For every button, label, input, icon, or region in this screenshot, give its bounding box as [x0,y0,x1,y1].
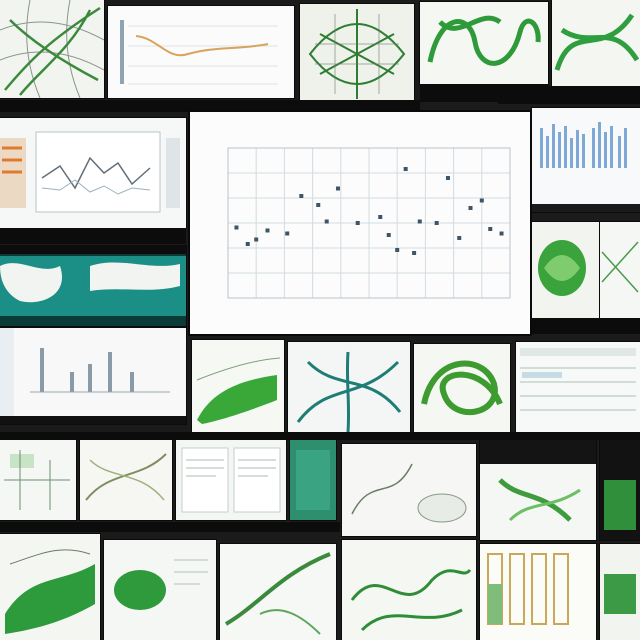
vein-network-illustration [0,0,104,98]
green-mesh-illustration [300,4,414,104]
teal-map-illustration [0,246,186,326]
thumbnail-green-blob[interactable] [104,540,216,640]
thumbnail-dark-panel[interactable] [600,440,640,540]
scatter-point [355,221,360,225]
scatter-chart-plot [227,147,511,299]
green-drape-illustration [0,534,100,640]
thumbnail-wire-diagram[interactable] [600,222,640,318]
line-chart-illustration [108,6,294,98]
document-pages-illustration [176,440,286,520]
scatter-point [468,206,473,210]
scatter-point [403,167,408,171]
thumbnail-green-contour[interactable] [192,340,284,432]
scatter-point [324,219,329,224]
scatter-point [299,194,304,198]
sketch-diagram-illustration [342,444,476,536]
thumbnail-green-swirl[interactable] [552,0,640,86]
thumbnail-bar-chart-gray[interactable] [0,328,186,424]
scatter-chart-panel[interactable] [190,112,530,334]
green-contour-illustration [192,340,284,432]
row-caption-strip-4 [0,432,640,440]
row-caption-strip-2 [0,228,186,244]
scatter-point [499,231,504,236]
thumbnail-vein-network[interactable] [0,0,104,98]
row-caption-strip-3 [532,318,640,334]
teal-veins-illustration [288,342,410,438]
teal-block-illustration [290,440,336,520]
green-loops-illustration [420,2,548,84]
thumbnail-green-vines[interactable] [342,540,476,640]
thumbnail-multi-line-chart[interactable] [0,118,186,228]
green-knot-illustration [414,344,510,436]
scatter-point [254,237,259,242]
scatter-point [445,176,450,180]
thumbnail-headline-card[interactable] [480,440,596,540]
thumbnail-schematic-2[interactable] [80,440,172,520]
row-caption-strip-5 [0,522,340,532]
multi-line-chart-illustration [0,118,186,228]
scatter-point [378,215,383,219]
scatter-point [335,186,340,191]
headline-card-illustration [480,440,596,540]
green-vines-illustration [342,540,476,640]
green-branch-illustration [220,544,336,640]
scatter-point [395,248,400,252]
scatter-point [285,231,290,236]
thumbnail-caption-bar-2 [498,86,640,104]
green-swirl-illustration [552,0,640,86]
blue-bar-chart-illustration [532,108,640,212]
scatter-point [316,203,321,207]
thumbnail-green-drape[interactable] [0,534,100,640]
thumbnail-teal-block[interactable] [290,440,336,520]
column-panels-illustration [480,544,596,640]
scatter-point [479,198,484,203]
thumbnail-line-chart[interactable] [108,6,294,98]
thumbnail-green-loops[interactable] [420,2,548,84]
thumbnail-column-panels[interactable] [480,544,596,640]
thumbnail-table-panel[interactable] [516,342,640,432]
dark-panel-illustration [600,440,640,540]
thumbnail-bar-chart-blue[interactable] [532,108,640,212]
thumbnail-green-mesh[interactable] [300,4,414,104]
thumbnail-green-branch[interactable] [220,544,336,640]
schematic-1-illustration [0,440,76,520]
scatter-point [417,219,422,224]
thumbnail-teal-map[interactable] [0,246,186,326]
wire-diagram-illustration [600,222,640,318]
thumbnail-edge-panel[interactable] [600,544,640,640]
thumbnail-teal-veins[interactable] [288,342,410,438]
scatter-point [457,236,462,240]
scatter-point [234,225,239,230]
gray-bar-chart-illustration [0,328,186,424]
scatter-point [434,221,439,225]
scatter-point [386,233,391,237]
scatter-point [245,242,250,246]
plot-frame [227,147,511,299]
scatter-point [265,228,270,233]
thumbnail-schematic-1[interactable] [0,440,76,520]
table-panel-illustration [516,342,640,432]
thumbnail-green-globe[interactable] [532,222,600,318]
thumbnail-document-pages[interactable] [176,440,286,520]
edge-panel-illustration [600,544,640,640]
thumbnail-green-knot[interactable] [414,344,510,436]
scatter-point [412,251,417,255]
green-globe-illustration [532,222,600,318]
green-blob-illustration [104,540,216,640]
schematic-2-illustration [80,440,172,520]
row-caption-strip [0,100,420,112]
scatter-point [488,227,493,231]
thumbnail-sketch-diagram[interactable] [342,444,476,536]
